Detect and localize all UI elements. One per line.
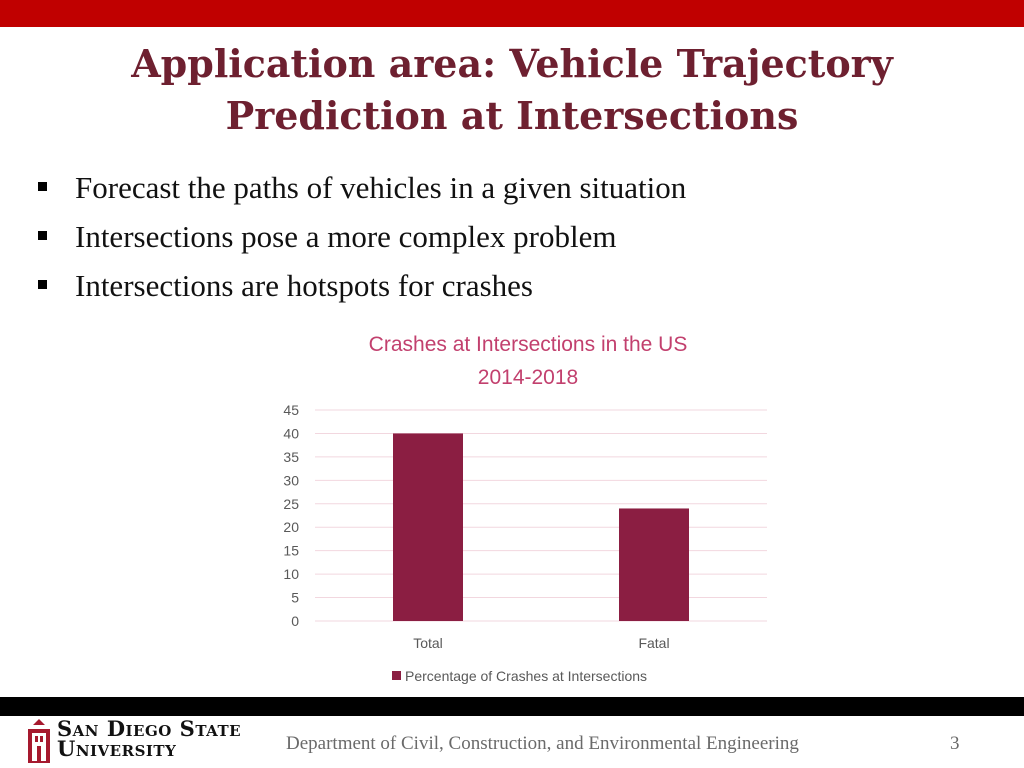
bullet-text: Intersections pose a more complex proble… bbox=[75, 219, 617, 254]
square-bullet-icon bbox=[38, 231, 47, 240]
slide-title-line-2: Prediction at Intersections bbox=[225, 93, 799, 138]
slide-title: Application area: Vehicle Trajectory Pre… bbox=[62, 38, 962, 142]
bar-fatal bbox=[619, 508, 689, 621]
x-tick-label: Fatal bbox=[638, 635, 669, 651]
y-tick-label: 45 bbox=[283, 402, 299, 418]
y-axis-ticks: 0 5 10 15 20 25 30 35 40 45 bbox=[283, 402, 299, 629]
bars bbox=[393, 433, 689, 621]
bullet-text: Intersections are hotspots for crashes bbox=[75, 268, 533, 303]
crash-chart: Crashes at Intersections in the US 2014-… bbox=[270, 325, 790, 695]
y-tick-label: 5 bbox=[291, 590, 299, 606]
mission-bell-tower-icon bbox=[28, 719, 50, 763]
chart-subtitle: 2014-2018 bbox=[478, 366, 578, 389]
y-tick-label: 15 bbox=[283, 543, 299, 559]
department-footer: Department of Civil, Construction, and E… bbox=[286, 733, 799, 754]
x-axis-ticks: Total Fatal bbox=[413, 635, 669, 651]
y-tick-label: 0 bbox=[291, 613, 299, 629]
gridlines bbox=[315, 409, 767, 622]
chart-title: Crashes at Intersections in the US bbox=[369, 333, 688, 356]
y-tick-label: 40 bbox=[283, 425, 299, 441]
top-accent-bar bbox=[0, 0, 1024, 27]
page-number: 3 bbox=[950, 733, 960, 754]
chart-svg: Crashes at Intersections in the US 2014-… bbox=[283, 333, 767, 684]
bullet-text: Forecast the paths of vehicles in a give… bbox=[75, 170, 687, 205]
square-bullet-icon bbox=[38, 182, 47, 191]
x-tick-label: Total bbox=[413, 635, 443, 651]
slide-title-line-1: Application area: Vehicle Trajectory bbox=[131, 41, 893, 86]
legend-swatch bbox=[392, 671, 401, 680]
y-tick-label: 10 bbox=[283, 566, 299, 582]
logo-line-2: University bbox=[57, 736, 177, 761]
y-tick-label: 20 bbox=[283, 519, 299, 535]
university-logo: San Diego State University bbox=[26, 716, 256, 765]
bottom-bar bbox=[0, 697, 1024, 716]
bar-total bbox=[393, 433, 463, 621]
y-tick-label: 25 bbox=[283, 496, 299, 512]
legend-label: Percentage of Crashes at Intersections bbox=[405, 668, 647, 684]
logo-line-1: San Diego State bbox=[57, 716, 242, 741]
y-tick-label: 35 bbox=[283, 449, 299, 465]
square-bullet-icon bbox=[38, 280, 47, 289]
y-tick-label: 30 bbox=[283, 472, 299, 488]
